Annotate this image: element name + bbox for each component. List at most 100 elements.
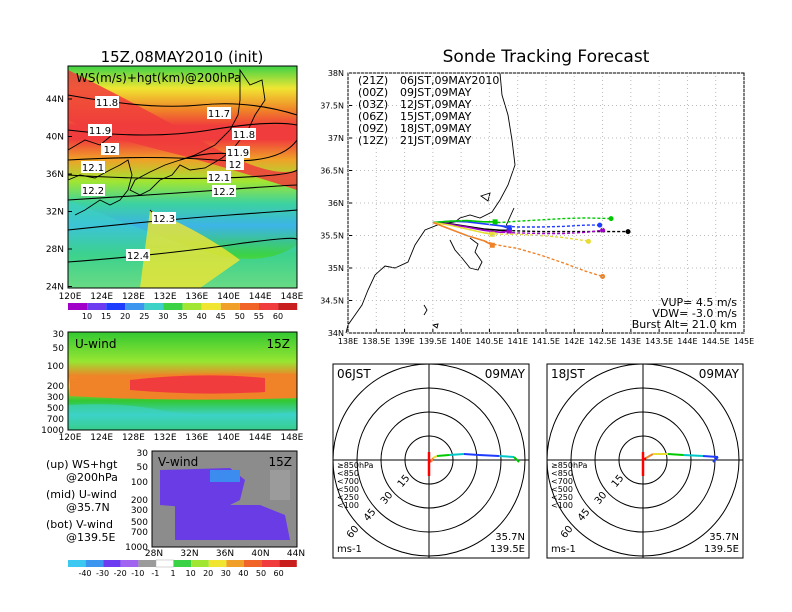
lon-tick-label: 148E — [280, 292, 303, 302]
colorbar-swatch — [87, 303, 107, 310]
descent-line — [483, 217, 612, 224]
run-label: 15JST,09MAY — [400, 110, 472, 123]
x-tick-label: 138E — [338, 337, 358, 346]
lon-tick-label: 140E — [217, 292, 240, 302]
u-wind-time: 15Z — [267, 337, 291, 351]
colorbar-swatch — [278, 303, 298, 310]
burst-point — [506, 228, 512, 234]
colorbar-swatch — [279, 560, 297, 567]
colorbar-swatch — [85, 560, 104, 567]
v-lat-ticks: 28N 32N 36N 40N 44N — [145, 549, 305, 559]
contour-label: 12.3 — [153, 214, 175, 225]
landing-point — [597, 222, 603, 228]
pressure-tick-label: 1000 — [125, 543, 148, 553]
trajectory-plot — [345, 72, 631, 334]
descent-line — [500, 229, 603, 235]
lat-tick-label: 32N — [180, 549, 198, 559]
hodograph-unit: ms-1 — [551, 544, 576, 555]
hodograph-segment — [430, 457, 434, 463]
pressure-tick-label: 30 — [137, 449, 149, 459]
colorbar-label: 30 — [158, 312, 168, 321]
legend-line: @139.5E — [66, 531, 115, 544]
y-tick-label: 34.5N — [320, 297, 344, 306]
run-code: (03Z) — [358, 98, 388, 111]
param-vdw: VDW= -3.0 m/s — [652, 307, 737, 320]
lon-tick-label: 132E — [154, 292, 177, 302]
level-legend: <250 — [551, 493, 573, 502]
run-code: (06Z) — [358, 110, 388, 123]
contour-label: 12 — [104, 145, 117, 156]
lon-tick-label: 128E — [122, 433, 145, 443]
hodograph-lat: 35.7N — [709, 532, 739, 543]
legend-line: @200hPa — [66, 471, 118, 484]
hodograph-unit: ms-1 — [337, 544, 362, 555]
map-contour-labels: 11.8 11.7 11.9 11.8 12 11.9 12.1 12 12.1… — [81, 96, 256, 262]
y-tick-label: 35.5N — [320, 232, 344, 241]
x-tick-label: 141.5E — [532, 337, 560, 346]
contour-label: 12.1 — [208, 173, 230, 184]
y-tick-label: 38N — [328, 69, 344, 78]
colorbar-swatch — [163, 303, 183, 310]
x-tick-label: 141E — [508, 337, 528, 346]
map-label: WS(m/s)+hgt(km)@200hPa — [76, 71, 241, 85]
v-wind-panel — [151, 450, 298, 548]
pressure-tick-label: 50 — [53, 344, 65, 354]
lon-tick-label: 136E — [185, 433, 208, 443]
pressure-tick-label: 30 — [53, 330, 65, 340]
run-label: 06JST,09MAY2010 — [400, 74, 499, 87]
run-code: (21Z) — [358, 74, 388, 87]
hodograph-segment — [432, 455, 438, 459]
y-tick-label: 37N — [328, 134, 344, 143]
level-legend: <500 — [337, 485, 359, 494]
x-tick-label: 140E — [451, 337, 471, 346]
pressure-tick-label: 700 — [47, 415, 64, 425]
colorbar-swatch — [208, 560, 227, 567]
colorbar-label: 40 — [197, 312, 207, 321]
x-tick-label: 139E — [394, 337, 414, 346]
x-tick-label: 142E — [564, 337, 584, 346]
param-vup: VUP= 4.5 m/s — [661, 296, 737, 309]
hodograph-segment — [645, 453, 654, 459]
pressure-tick-label: 100 — [47, 362, 64, 372]
colorbar-label: -10 — [131, 569, 144, 578]
legend-line: (mid) U-wind — [46, 488, 117, 501]
lon-tick-label: 136E — [185, 292, 208, 302]
colorbar-swatch — [68, 303, 88, 310]
colorbar-swatch — [144, 303, 164, 310]
colorbar-swatch — [201, 303, 221, 310]
pressure-tick-label: 1000 — [41, 426, 64, 436]
pressure-tick-label: 300 — [47, 393, 64, 403]
hodograph-segment — [667, 453, 684, 456]
colorbar-swatch — [120, 560, 139, 567]
lat-tick-label: 28N — [46, 245, 64, 255]
hodograph-segment — [513, 456, 520, 463]
u-lon-ticks: 120E 124E 128E 132E 136E 140E 144E 148E — [59, 433, 304, 443]
level-legend: <700 — [337, 477, 359, 486]
y-tick-label: 36.5N — [320, 167, 344, 176]
descent-line — [500, 229, 628, 233]
hodograph-lon: 139.5E — [704, 544, 739, 555]
level-legend: ≥850hPa — [337, 461, 374, 470]
run-label: 09JST,09MAY — [400, 86, 472, 99]
burst-point — [489, 231, 495, 237]
lon-tick-label: 124E — [90, 292, 113, 302]
u-wind-panel — [67, 331, 298, 431]
colorbar-swatch — [261, 560, 280, 567]
hodograph-lat: 35.7N — [495, 532, 525, 543]
x-tick-label: 145E — [734, 337, 754, 346]
colorbar-label: 50 — [256, 569, 266, 578]
contour-label: 12.4 — [127, 251, 149, 262]
colorbar-label: 1 — [170, 569, 175, 578]
v-wind-label: V-wind — [158, 455, 198, 469]
colorbar-label: 50 — [235, 312, 245, 321]
run-code: (12Z) — [358, 134, 388, 147]
y-tick-label: 36N — [328, 199, 344, 208]
param-burst: Burst Alt= 21.0 km — [632, 318, 737, 331]
pressure-tick-label: 300 — [131, 506, 148, 516]
x-tick-label: 144.5E — [702, 337, 730, 346]
ws-map — [67, 66, 298, 288]
colorbar-swatch — [125, 303, 145, 310]
landing-point — [585, 238, 591, 244]
